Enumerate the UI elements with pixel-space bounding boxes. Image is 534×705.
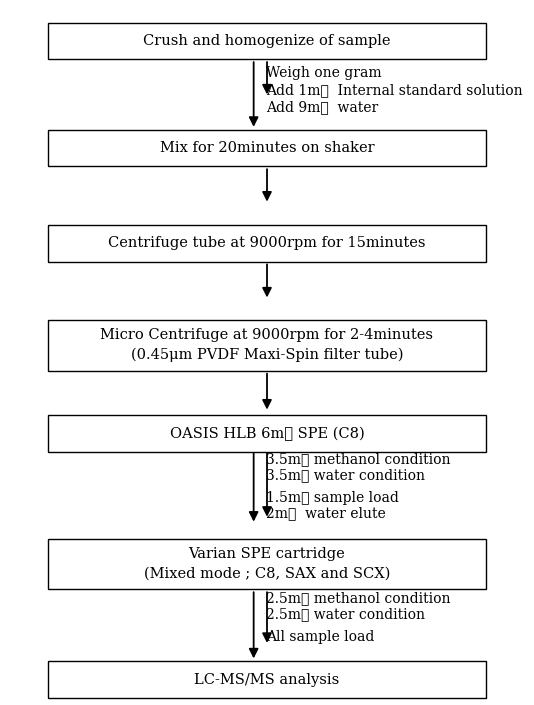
FancyBboxPatch shape	[48, 320, 486, 371]
Text: Add 1mℓ  Internal standard solution: Add 1mℓ Internal standard solution	[266, 83, 523, 97]
FancyBboxPatch shape	[48, 539, 486, 589]
Text: LC-MS/MS analysis: LC-MS/MS analysis	[194, 673, 340, 687]
Text: Weigh one gram: Weigh one gram	[266, 66, 382, 80]
Text: 3.5mℓ water condition: 3.5mℓ water condition	[266, 468, 425, 482]
Text: Mix for 20minutes on shaker: Mix for 20minutes on shaker	[160, 141, 374, 155]
Text: 2.5mℓ water condition: 2.5mℓ water condition	[266, 607, 425, 621]
Text: 2mℓ  water elute: 2mℓ water elute	[266, 506, 386, 520]
FancyBboxPatch shape	[48, 415, 486, 452]
Text: 3.5mℓ methanol condition: 3.5mℓ methanol condition	[266, 453, 451, 467]
Text: 2.5mℓ methanol condition: 2.5mℓ methanol condition	[266, 591, 451, 606]
Text: Crush and homogenize of sample: Crush and homogenize of sample	[143, 34, 391, 48]
Text: Centrifuge tube at 9000rpm for 15minutes: Centrifuge tube at 9000rpm for 15minutes	[108, 236, 426, 250]
Text: Add 9mℓ  water: Add 9mℓ water	[266, 100, 378, 114]
Text: Micro Centrifuge at 9000rpm for 2-4minutes
(0.45μm PVDF Maxi-Spin filter tube): Micro Centrifuge at 9000rpm for 2-4minut…	[100, 329, 434, 362]
Text: 1.5mℓ sample load: 1.5mℓ sample load	[266, 491, 399, 505]
Text: OASIS HLB 6mℓ SPE (C8): OASIS HLB 6mℓ SPE (C8)	[170, 427, 364, 441]
FancyBboxPatch shape	[48, 23, 486, 59]
FancyBboxPatch shape	[48, 130, 486, 166]
Text: Varian SPE cartridge
(Mixed mode ; C8, SAX and SCX): Varian SPE cartridge (Mixed mode ; C8, S…	[144, 547, 390, 581]
FancyBboxPatch shape	[48, 225, 486, 262]
FancyBboxPatch shape	[48, 661, 486, 698]
Text: All sample load: All sample load	[266, 630, 374, 644]
